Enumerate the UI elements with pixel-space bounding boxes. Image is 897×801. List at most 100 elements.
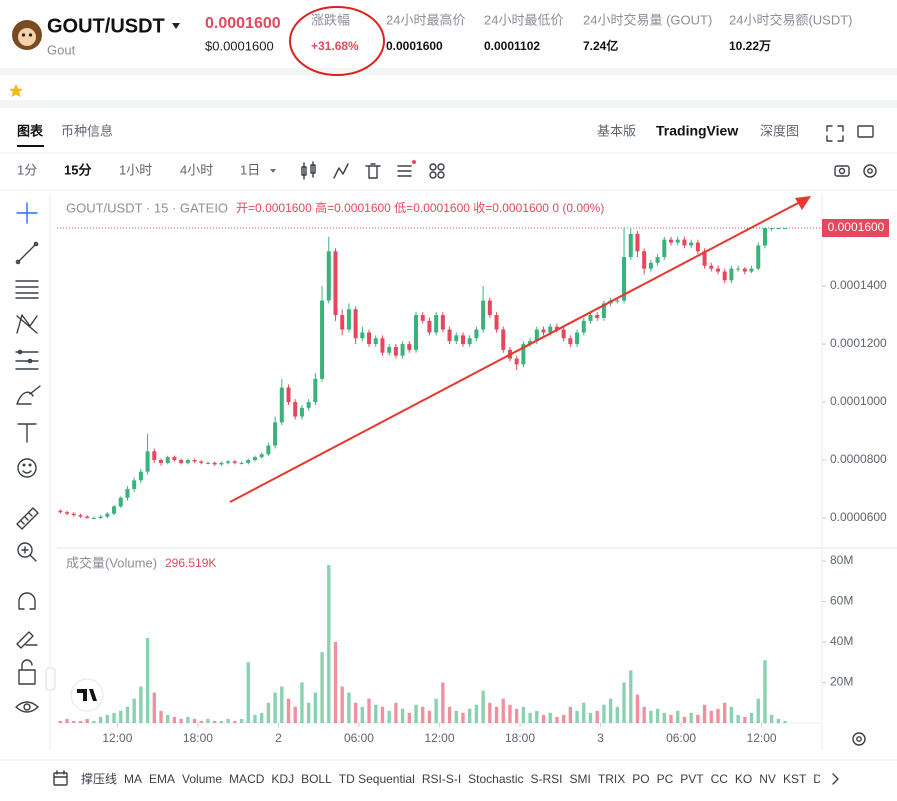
fullscreen-icon[interactable] xyxy=(826,125,844,142)
view-tab[interactable]: TradingView xyxy=(656,123,738,139)
candle-body xyxy=(736,268,741,270)
chart-legend-title: GOUT/USDT · 15 · GATEIO xyxy=(66,200,228,215)
indicator-icon[interactable] xyxy=(333,163,349,179)
last-price-box xyxy=(822,219,889,237)
indicator[interactable]: SMI xyxy=(570,772,591,786)
volume-bar xyxy=(119,710,123,723)
volume-bar xyxy=(676,710,680,723)
volume-bar xyxy=(58,720,63,723)
indicator[interactable]: CC xyxy=(711,772,729,786)
indicator[interactable]: MA xyxy=(124,772,142,786)
delete-icon[interactable] xyxy=(365,163,381,179)
candle-body xyxy=(662,239,667,258)
candle-body xyxy=(682,239,687,246)
volume-bar xyxy=(98,716,103,723)
list-icon[interactable] xyxy=(397,165,412,177)
window-icon[interactable] xyxy=(857,125,874,138)
volume-y-tick-label: 40M xyxy=(830,634,853,648)
volume-bar xyxy=(407,712,411,723)
pair-dropdown[interactable] xyxy=(172,23,180,29)
interval[interactable]: 15分 xyxy=(64,162,91,177)
indicator[interactable]: EMA xyxy=(149,772,175,786)
volume-bar xyxy=(347,692,351,723)
candle-body xyxy=(467,338,472,345)
volume-bar xyxy=(434,698,438,723)
stat-label: 24小时最低价 xyxy=(484,12,563,27)
candle-body xyxy=(78,515,83,517)
volume-bar xyxy=(353,702,358,723)
x-tick-label: 12:00 xyxy=(747,731,777,745)
candle-body xyxy=(601,303,606,318)
stat-value: +31.68% xyxy=(311,39,359,53)
price-usd: $0.0001600 xyxy=(205,38,274,53)
indicator[interactable]: KST xyxy=(783,772,807,786)
layout-icon[interactable] xyxy=(429,163,445,179)
candle-body xyxy=(246,460,251,463)
drawing-toolbar[interactable] xyxy=(15,202,41,713)
tv-logo[interactable] xyxy=(77,689,97,701)
volume-bar xyxy=(635,694,640,723)
interval[interactable]: 1分 xyxy=(17,162,37,177)
indicator[interactable]: Stochastic xyxy=(468,772,523,786)
volume-bar xyxy=(441,682,445,723)
indicator[interactable]: BOLL xyxy=(301,772,332,786)
candle-body xyxy=(71,513,76,516)
candle-body xyxy=(259,454,264,458)
candle-body xyxy=(642,251,647,269)
interval[interactable]: 4小时 xyxy=(180,162,213,177)
interval[interactable]: 1小时 xyxy=(119,162,152,177)
candle-body xyxy=(501,329,506,350)
candle-body xyxy=(581,320,586,333)
indicator[interactable]: MACD xyxy=(229,772,265,786)
candle-body xyxy=(548,326,553,333)
volume-y-tick-label: 80M xyxy=(830,553,853,567)
y-tick-label: 0.0000800 xyxy=(830,452,887,466)
plot: 0.0000600 0.0000800 0.0001000 0.0001200 0.00… xyxy=(57,227,887,745)
calendar-icon[interactable] xyxy=(53,770,68,786)
tab[interactable]: 币种信息 xyxy=(61,123,113,138)
volume-bar xyxy=(729,706,734,723)
candle-type-icon[interactable] xyxy=(301,161,316,180)
view-tab[interactable]: 深度图 xyxy=(760,123,799,138)
view-tab[interactable]: 基本版 xyxy=(597,123,636,138)
candle-body xyxy=(373,338,378,345)
indicator[interactable]: TRIX xyxy=(598,772,625,786)
favorite-star[interactable] xyxy=(9,84,23,97)
candle-body xyxy=(400,344,405,356)
collapse-toolbar[interactable] xyxy=(45,667,56,691)
indicator[interactable]: NV xyxy=(759,772,776,786)
interval-dropdown[interactable] xyxy=(270,169,276,173)
candle-body xyxy=(554,326,559,330)
pair-title[interactable]: GOUT/USDT xyxy=(47,15,165,37)
candle-body xyxy=(85,516,90,519)
indicator[interactable]: TD Sequential xyxy=(339,772,415,786)
tab[interactable]: 图表 xyxy=(17,123,44,138)
candle-body xyxy=(474,329,479,339)
candle-body xyxy=(715,268,720,272)
indicator[interactable]: PO xyxy=(632,772,649,786)
indicator[interactable]: PVT xyxy=(680,772,704,786)
volume-bar xyxy=(608,698,613,723)
candle-body xyxy=(588,315,593,321)
volume-bar xyxy=(166,714,170,723)
camera-icon[interactable] xyxy=(834,165,850,177)
indicator[interactable]: PC xyxy=(657,772,674,786)
volume-bar xyxy=(145,637,150,723)
indicator[interactable]: KDJ xyxy=(271,772,294,786)
volume-bar xyxy=(783,720,787,723)
indicator[interactable]: 撑压线 xyxy=(81,771,117,786)
settings-icon[interactable] xyxy=(863,164,877,178)
volume-bar xyxy=(333,642,338,723)
stat-value: 7.24亿 xyxy=(583,38,618,53)
indicator[interactable]: Volume xyxy=(182,772,222,786)
interval[interactable]: 1日 xyxy=(240,162,260,177)
indicator-next[interactable] xyxy=(832,773,839,785)
volume-bar xyxy=(588,712,593,723)
axis-settings[interactable] xyxy=(852,732,866,746)
indicator[interactable]: RSI-S-I xyxy=(422,772,461,786)
indicator[interactable]: S-RSI xyxy=(531,772,563,786)
candle-body xyxy=(635,233,640,252)
indicator[interactable]: KO xyxy=(735,772,752,786)
y-tick-label: 0.0000600 xyxy=(830,510,887,524)
